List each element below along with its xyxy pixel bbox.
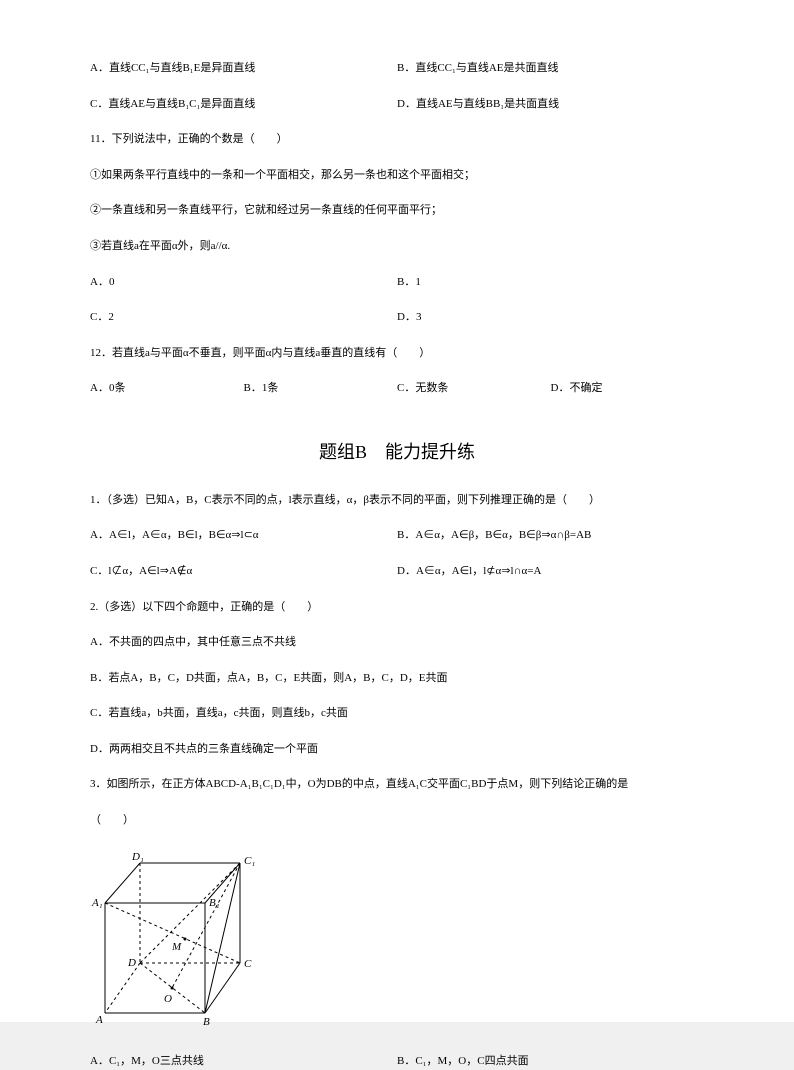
q10-optC: C．直线AE与直线B₁C₁是异面直线 — [90, 96, 397, 114]
b1-optB: B．A∈α，A∈β，B∈α，B∈β⇒α∩β=AB — [397, 527, 704, 545]
b2-stem: 2.（多选）以下四个命题中，正确的是（ ） — [90, 599, 704, 617]
q12-options: A．0条 B．1条 C．无数条 D．不确定 — [90, 380, 704, 398]
label-A: A — [95, 1014, 103, 1026]
q10-optB: B．直线CC₁与直线AE是共面直线 — [397, 60, 704, 78]
q11-row2: C．2 D．3 — [90, 309, 704, 327]
cube-figure: D₁ C₁ A₁ B₁ D C A B M O — [90, 848, 704, 1038]
label-C: C — [244, 958, 252, 970]
b1-optC: C．l⊄α，A∈l⇒A∉α — [90, 563, 397, 581]
b1-stem: 1．（多选）已知A，B，C表示不同的点，l表示直线，α，β表示不同的平面，则下列… — [90, 492, 704, 510]
q11-optB: B．1 — [397, 274, 704, 292]
q12-optA: A．0条 — [90, 380, 244, 398]
q10-row1: A．直线CC₁与直线B₁E是异面直线 B．直线CC₁与直线AE是共面直线 — [90, 60, 704, 78]
b1-row2: C．l⊄α，A∈l⇒A∉α D．A∈α，A∈l，l⊄α⇒l∩α=A — [90, 563, 704, 581]
b3-optB: B．C₁，M，O，C四点共面 — [397, 1053, 704, 1070]
b1-optA: A．A∈l，A∈α，B∈l，B∈α⇒l⊂α — [90, 527, 397, 545]
q11-optA: A．0 — [90, 274, 397, 292]
b1-row1: A．A∈l，A∈α，B∈l，B∈α⇒l⊂α B．A∈α，A∈β，B∈α，B∈β⇒… — [90, 527, 704, 545]
q12-stem: 12．若直线a与平面α不垂直，则平面α内与直线a垂直的直线有（ ） — [90, 345, 704, 363]
q11-optD: D．3 — [397, 309, 704, 327]
b3-optA: A．C₁，M，O三点共线 — [90, 1053, 397, 1070]
q10-optD: D．直线AE与直线BB₁是共面直线 — [397, 96, 704, 114]
q12-optB: B．1条 — [244, 380, 398, 398]
b2-optD: D．两两相交且不共点的三条直线确定一个平面 — [90, 741, 704, 759]
label-D: D — [127, 957, 136, 969]
q10-row2: C．直线AE与直线B₁C₁是异面直线 D．直线AE与直线BB₁是共面直线 — [90, 96, 704, 114]
q11-s3: ③若直线a在平面α外，则a//α. — [90, 238, 704, 256]
b3-row1: A．C₁，M，O三点共线 B．C₁，M，O，C四点共面 — [90, 1053, 704, 1070]
label-C1: C₁ — [244, 855, 255, 867]
b3-stem: 3．如图所示，在正方体ABCD-A₁B₁C₁D₁中，O为DB的中点，直线A₁C交… — [90, 776, 704, 794]
label-A1: A₁ — [91, 897, 103, 909]
label-M: M — [171, 941, 182, 953]
b2-optB: B．若点A，B，C，D共面，点A，B，C，E共面，则A，B，C，D，E共面 — [90, 670, 704, 688]
q11-s1: ①如果两条平行直线中的一条和一个平面相交，那么另一条也和这个平面相交； — [90, 167, 704, 185]
b2-optC: C．若直线a，b共面，直线a，c共面，则直线b，c共面 — [90, 705, 704, 723]
b3-stem-end: （ ） — [90, 812, 704, 830]
cube-svg: D₁ C₁ A₁ B₁ D C A B M O — [90, 848, 270, 1038]
q11-optC: C．2 — [90, 309, 397, 327]
q12-optC: C．无数条 — [397, 380, 551, 398]
q10-optA: A．直线CC₁与直线B₁E是异面直线 — [90, 60, 397, 78]
b2-optA: A．不共面的四点中，其中任意三点不共线 — [90, 634, 704, 652]
q11-row1: A．0 B．1 — [90, 274, 704, 292]
label-B1: B₁ — [209, 897, 220, 909]
label-D1: D₁ — [131, 851, 144, 863]
section-b-title: 题组B 能力提升练 — [90, 438, 704, 467]
b1-optD: D．A∈α，A∈l，l⊄α⇒l∩α=A — [397, 563, 704, 581]
q11-s2: ②一条直线和另一条直线平行，它就和经过另一条直线的任何平面平行； — [90, 202, 704, 220]
label-O: O — [164, 993, 172, 1005]
q11-stem: 11．下列说法中，正确的个数是（ ） — [90, 131, 704, 149]
page: A．直线CC₁与直线B₁E是异面直线 B．直线CC₁与直线AE是共面直线 C．直… — [0, 0, 794, 1022]
q12-optD: D．不确定 — [551, 380, 705, 398]
